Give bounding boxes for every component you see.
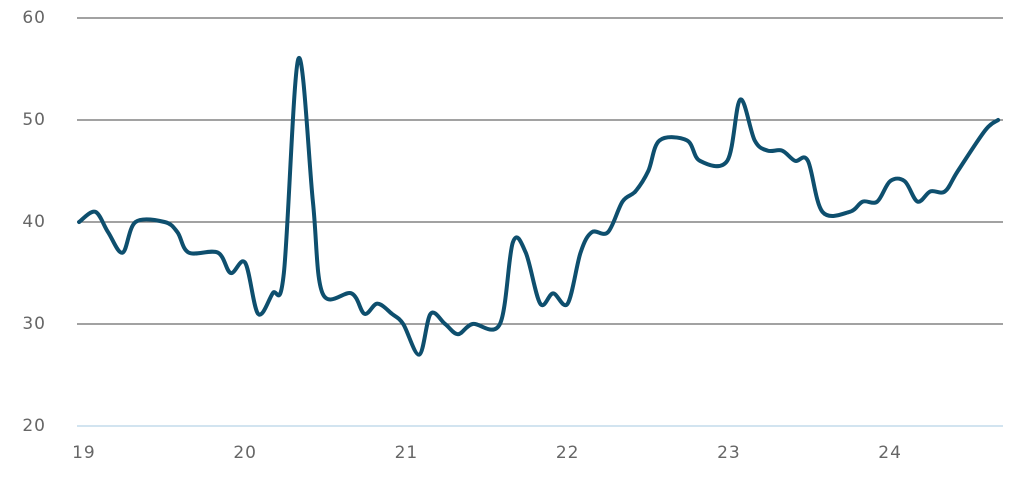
x-tick-label: 22 bbox=[556, 443, 580, 463]
y-tick-label: 30 bbox=[22, 314, 46, 334]
y-tick-label: 60 bbox=[22, 8, 46, 28]
y-tick-label: 20 bbox=[22, 416, 46, 436]
x-tick-label: 23 bbox=[717, 443, 741, 463]
x-tick-label: 21 bbox=[395, 443, 419, 463]
x-tick-label: 24 bbox=[878, 443, 902, 463]
x-tick-label: 20 bbox=[233, 443, 257, 463]
x-tick-label: 19 bbox=[72, 443, 96, 463]
y-tick-label: 40 bbox=[22, 212, 46, 232]
y-tick-label: 50 bbox=[22, 110, 46, 130]
data-line bbox=[77, 56, 1001, 357]
